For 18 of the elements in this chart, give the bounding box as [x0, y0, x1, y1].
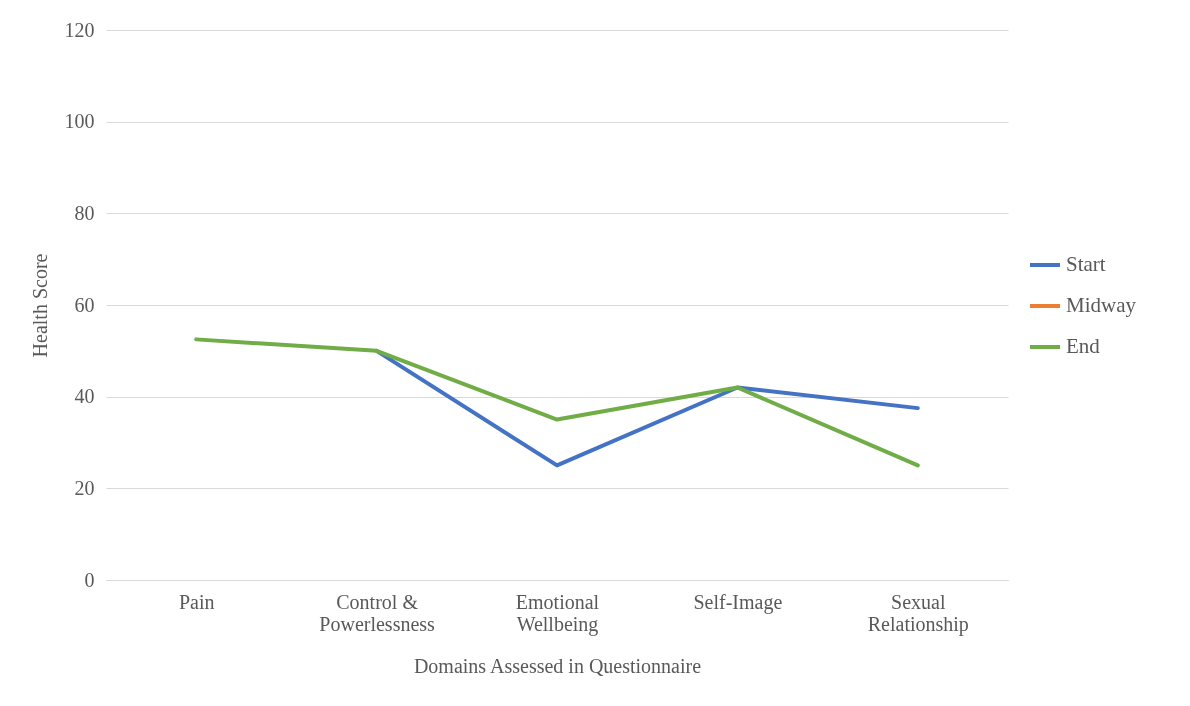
line-series: [194, 337, 920, 468]
y-tick-label: 0: [84, 568, 95, 591]
x-tick-label: Sexual Relationship: [867, 590, 969, 636]
x-tick-label: Emotional Wellbeing: [515, 590, 600, 636]
y-axis-title: Health Score: [28, 253, 51, 358]
x-tick-label: Control & Powerlessness: [319, 590, 436, 635]
legend-label: End: [1066, 334, 1101, 358]
y-tick-label: 20: [74, 476, 95, 499]
legend-label: Start: [1066, 252, 1106, 276]
x-axis-title: Domains Assessed in Questionnaire: [413, 654, 702, 677]
y-tick-label: 60: [74, 293, 95, 316]
x-tick-label: Pain: [178, 590, 215, 613]
legend-label: Midway: [1066, 293, 1137, 317]
y-tick-label: 40: [74, 385, 95, 408]
y-tick-label: 120: [64, 18, 95, 41]
x-tick-label: Self-Image: [693, 590, 783, 614]
y-tick-label: 100: [64, 110, 95, 133]
y-tick-label: 80: [74, 201, 95, 224]
